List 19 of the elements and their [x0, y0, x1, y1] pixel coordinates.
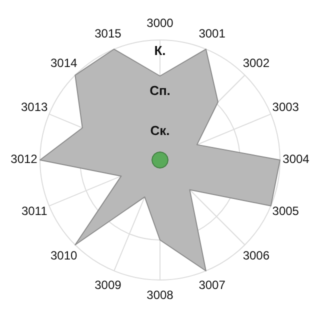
- spoke-label: 3015: [94, 26, 122, 41]
- spoke-label: 3008: [146, 288, 174, 302]
- spoke-label: 3010: [50, 248, 78, 262]
- y-tick-label: К.: [154, 43, 166, 58]
- spoke-label: 3012: [10, 152, 38, 166]
- y-tick-label: Сп.: [150, 83, 170, 98]
- spoke-label: 3013: [21, 100, 48, 114]
- spoke-label: 3009: [94, 278, 122, 292]
- spoke-label: 3000: [146, 16, 174, 30]
- y-tick-label: Ск.: [150, 123, 170, 138]
- spoke-label: 3002: [242, 56, 270, 70]
- spoke-label: 3011: [21, 204, 48, 218]
- spoke-label: 3006: [242, 248, 270, 262]
- spoke-label: 3001: [198, 26, 226, 41]
- spoke-label: 3014: [50, 56, 78, 70]
- spoke-label: 3005: [272, 204, 300, 218]
- spoke-label: 3007: [198, 278, 226, 292]
- spoke-label: 3004: [282, 152, 310, 166]
- spoke-label: 3003: [272, 100, 300, 114]
